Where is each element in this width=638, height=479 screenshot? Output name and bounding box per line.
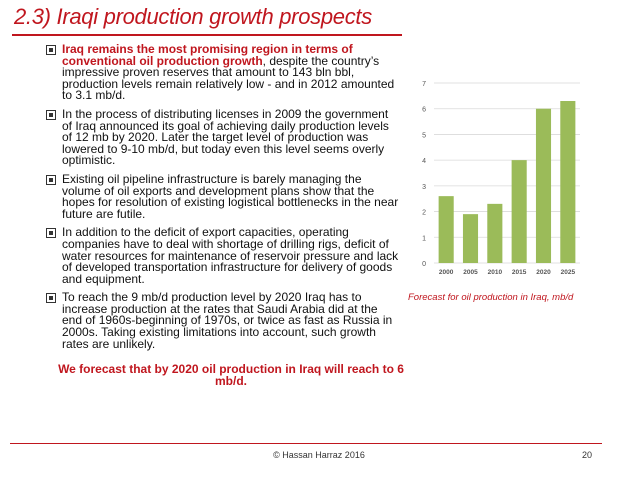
bar (511, 160, 527, 263)
y-tick-label: 5 (422, 132, 426, 139)
x-tick-label: 2005 (463, 269, 478, 276)
bullet-text: To reach the 9 mb/d production level by … (62, 290, 393, 351)
x-tick-label: 2025 (561, 269, 576, 276)
checkbox-bullet-icon (46, 174, 56, 185)
bullet-text: Existing oil pipeline infrastructure is … (62, 171, 399, 221)
title-underline (12, 34, 402, 36)
bullet-item: Existing oil pipeline infrastructure is … (44, 171, 400, 221)
production-forecast-chart: 0 1 2 3 4 5 6 7 2000 2005 2010 2015 2020 2025 (408, 75, 588, 285)
x-tick-label: 2010 (488, 269, 503, 276)
chart-caption: Forecast for oil production in Iraq, mb/… (408, 292, 574, 303)
y-tick-label: 6 (422, 107, 426, 114)
y-tick-label: 1 (422, 235, 426, 242)
bar (487, 203, 503, 263)
checkbox-bullet-icon (46, 293, 56, 304)
y-tick-label: 7 (422, 81, 426, 88)
y-tick-label: 3 (422, 184, 426, 191)
bar (438, 196, 454, 263)
bullet-item: Iraq remains the most promising region i… (44, 42, 400, 103)
bullet-item: To reach the 9 mb/d production level by … (44, 290, 400, 351)
checkbox-bullet-icon (46, 109, 56, 120)
y-tick-label: 4 (422, 158, 426, 165)
checkbox-bullet-icon (46, 228, 56, 239)
bullet-text: In the process of distributing licenses … (62, 106, 389, 168)
bar (535, 108, 552, 263)
page-number: 20 (582, 450, 593, 460)
bar (560, 101, 576, 263)
bullet-item: In the process of distributing licenses … (44, 106, 400, 168)
bullet-item: In addition to the deficit of export cap… (44, 225, 400, 286)
chart-svg: 0 1 2 3 4 5 6 7 2000 2005 2010 2015 2020 2025 (422, 81, 580, 276)
bullet-list: Iraq remains the most promising region i… (44, 42, 400, 357)
y-tick-label: 0 (422, 261, 426, 268)
slide-title: 2.3) Iraqi production growth prospects (14, 4, 372, 29)
bullet-text: In addition to the deficit of export cap… (62, 225, 399, 286)
forecast-conclusion: We forecast that by 2020 oil production … (58, 362, 404, 388)
x-tick-label: 2020 (536, 269, 551, 276)
y-tick-label: 2 (422, 210, 426, 217)
footer-divider (10, 443, 602, 444)
checkbox-bullet-icon (46, 45, 56, 55)
footer-copyright: © Hassan Harraz 2016 (273, 450, 365, 460)
x-tick-label: 2015 (512, 269, 527, 276)
bullet-text: , despite the country’s impressive prove… (62, 53, 395, 103)
x-tick-label: 2000 (439, 269, 454, 276)
bar (462, 214, 479, 263)
bullet-highlight: Iraq remains the most promising region i… (62, 42, 353, 68)
